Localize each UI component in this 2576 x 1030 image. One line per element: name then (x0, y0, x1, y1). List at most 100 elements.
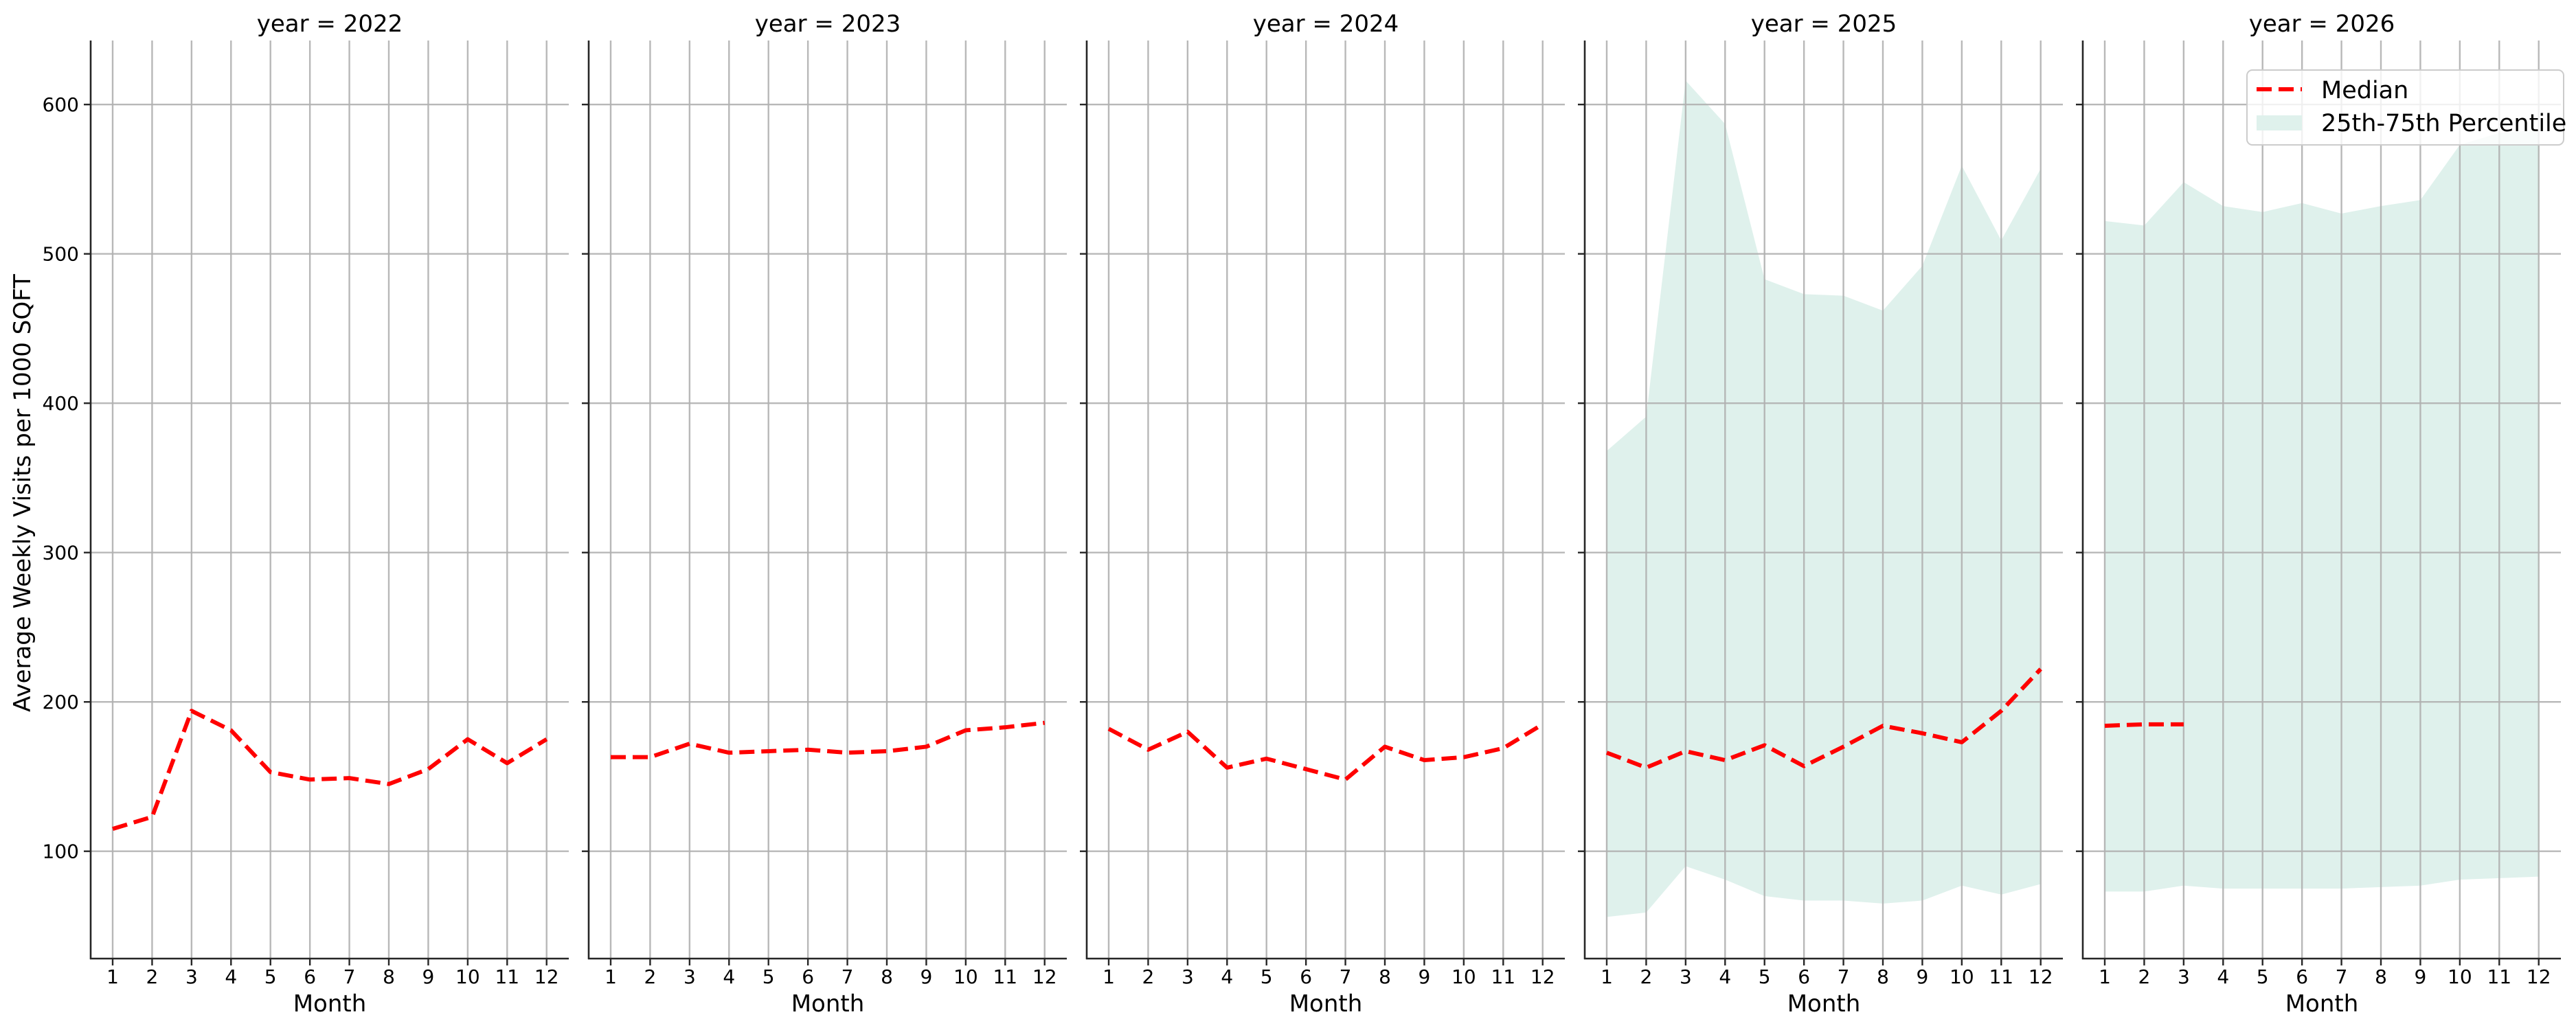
facet-title: year = 2026 (2249, 10, 2395, 38)
facet-title: year = 2025 (1751, 10, 1897, 38)
x-tick-label: 2 (146, 965, 159, 988)
y-tick-label: 400 (43, 392, 79, 415)
percentile-band (2105, 130, 2539, 892)
legend-frame (2246, 69, 2564, 146)
x-tick-label: 3 (1182, 965, 1194, 988)
gridlines (2083, 41, 2561, 959)
x-axis-label: Month (1787, 990, 1861, 1018)
x-tick-label: 9 (422, 965, 435, 988)
x-tick-label: 11 (993, 965, 1017, 988)
x-tick-label: 8 (383, 965, 395, 988)
x-tick-label: 11 (2487, 965, 2511, 988)
x-tick-label: 10 (953, 965, 978, 988)
x-tick-label: 6 (1798, 965, 1810, 988)
median-line (2104, 722, 2184, 728)
legend-median-label: Median (2321, 77, 2408, 104)
x-tick-label: 2 (644, 965, 657, 988)
x-tick-label: 1 (2099, 965, 2111, 988)
y-tick-label: 500 (43, 243, 79, 266)
x-tick-label: 8 (2375, 965, 2387, 988)
x-tick-label: 3 (2178, 965, 2190, 988)
y-axis-label: Average Weekly Visits per 1000 SQFT (9, 274, 36, 712)
percentile-band (1607, 80, 2041, 917)
x-tick-label: 12 (534, 965, 559, 988)
legend: Median 25th-75th Percentile (2246, 69, 2566, 146)
x-tick-label: 2 (1142, 965, 1155, 988)
x-tick-label: 11 (495, 965, 519, 988)
x-tick-label: 3 (683, 965, 696, 988)
x-tick-label: 7 (343, 965, 356, 988)
x-tick-label: 12 (2527, 965, 2551, 988)
x-tick-label: 7 (1340, 965, 1352, 988)
x-tick-label: 7 (841, 965, 854, 988)
x-tick-label: 9 (2415, 965, 2427, 988)
x-tick-label: 1 (605, 965, 617, 988)
x-tick-label: 4 (723, 965, 735, 988)
gridlines (589, 41, 1067, 959)
x-tick-label: 5 (2257, 965, 2269, 988)
x-tick-label: 7 (2336, 965, 2348, 988)
x-tick-label: 6 (1300, 965, 1312, 988)
x-tick-label: 12 (1530, 965, 1555, 988)
x-tick-label: 10 (2448, 965, 2472, 988)
x-tick-label: 2 (1640, 965, 1653, 988)
x-tick-label: 5 (1261, 965, 1273, 988)
facet-title: year = 2022 (257, 10, 403, 38)
x-tick-label: 6 (304, 965, 316, 988)
y-tick-label: 200 (43, 691, 79, 713)
x-tick-label: 8 (1379, 965, 1391, 988)
x-tick-label: 11 (1989, 965, 2013, 988)
median-line (611, 720, 1046, 759)
x-tick-label: 9 (1419, 965, 1431, 988)
x-tick-label: 2 (2138, 965, 2151, 988)
x-tick-label: 10 (1451, 965, 1476, 988)
x-tick-label: 12 (1032, 965, 1057, 988)
x-axis-label: Month (2285, 990, 2359, 1018)
x-tick-label: 4 (1719, 965, 1731, 988)
x-tick-label: 1 (1103, 965, 1115, 988)
y-tick-label: 100 (43, 840, 79, 863)
x-tick-label: 9 (1917, 965, 1929, 988)
gridlines (1585, 41, 2063, 959)
x-tick-label: 1 (106, 965, 119, 988)
x-axis-label: Month (1289, 990, 1363, 1018)
x-tick-label: 3 (1680, 965, 1692, 988)
x-tick-label: 12 (2029, 965, 2053, 988)
x-tick-label: 4 (1221, 965, 1233, 988)
x-axis-label: Month (791, 990, 865, 1018)
x-tick-label: 3 (185, 965, 198, 988)
x-tick-label: 8 (1877, 965, 1889, 988)
x-tick-label: 10 (1950, 965, 1974, 988)
x-tick-label: 4 (2217, 965, 2229, 988)
x-tick-label: 10 (455, 965, 480, 988)
facet-title: year = 2023 (755, 10, 901, 38)
gridlines (1087, 41, 1565, 959)
x-tick-label: 6 (2296, 965, 2308, 988)
x-tick-label: 9 (920, 965, 933, 988)
x-tick-label: 11 (1491, 965, 1515, 988)
y-tick-label: 600 (43, 93, 79, 116)
x-tick-label: 8 (881, 965, 893, 988)
x-tick-label: 5 (762, 965, 775, 988)
legend-band-label: 25th-75th Percentile (2321, 110, 2566, 137)
facet-title: year = 2024 (1253, 10, 1399, 38)
y-tick-label: 300 (43, 542, 79, 564)
x-tick-label: 1 (1601, 965, 1613, 988)
median-line (1605, 667, 2042, 770)
x-tick-label: 4 (225, 965, 237, 988)
x-tick-label: 5 (264, 965, 277, 988)
x-tick-label: 6 (802, 965, 814, 988)
median-line (112, 709, 548, 831)
x-tick-label: 7 (1838, 965, 1850, 988)
x-tick-label: 5 (1759, 965, 1771, 988)
median-line (1107, 722, 1544, 782)
gridlines (91, 41, 569, 959)
x-axis-label: Month (293, 990, 367, 1018)
